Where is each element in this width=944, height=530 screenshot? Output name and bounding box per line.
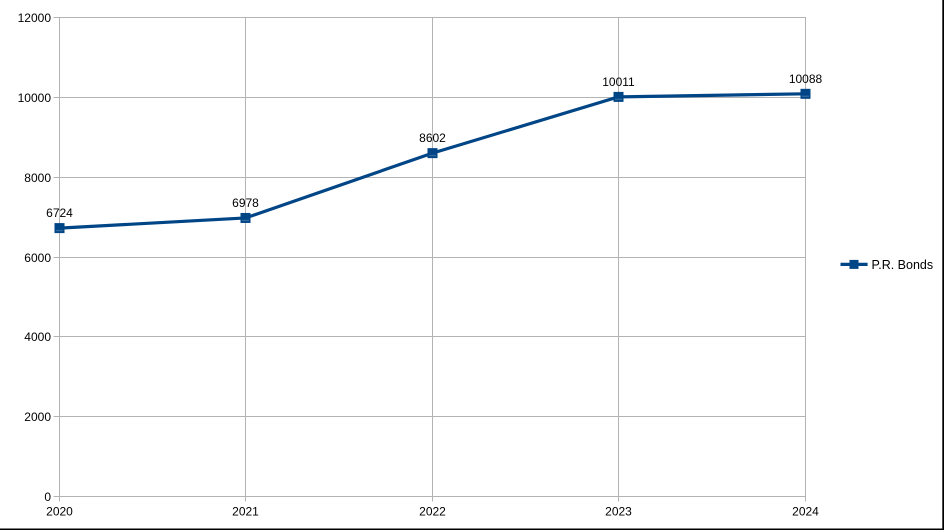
svg-text:6000: 6000 (24, 251, 51, 265)
svg-text:6978: 6978 (232, 196, 259, 210)
svg-text:10088: 10088 (789, 72, 823, 86)
svg-text:10011: 10011 (602, 75, 635, 89)
svg-text:0: 0 (44, 490, 51, 504)
svg-text:2022: 2022 (419, 505, 446, 519)
svg-text:4000: 4000 (24, 330, 51, 344)
svg-text:8602: 8602 (419, 131, 446, 145)
svg-text:2000: 2000 (24, 410, 51, 424)
svg-text:P.R. Bonds: P.R. Bonds (872, 258, 934, 272)
svg-text:10000: 10000 (18, 91, 52, 105)
svg-text:2024: 2024 (792, 505, 819, 519)
svg-text:8000: 8000 (24, 171, 51, 185)
svg-text:2020: 2020 (46, 505, 73, 519)
svg-text:2021: 2021 (232, 505, 259, 519)
svg-text:6724: 6724 (46, 206, 73, 220)
svg-text:12000: 12000 (18, 11, 52, 25)
svg-text:2023: 2023 (605, 505, 632, 519)
